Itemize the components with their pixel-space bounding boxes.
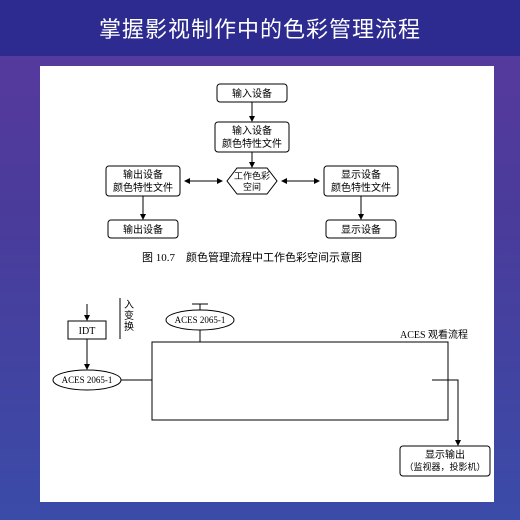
page-title: 掌握影视制作中的色彩管理流程: [0, 0, 520, 56]
svg-text:（监视器，投影机）: （监视器，投影机）: [404, 461, 485, 472]
svg-text:ACES 2065-1: ACES 2065-1: [62, 375, 113, 385]
label-input-device: 输入设备: [232, 87, 272, 100]
svg-text:入: 入: [124, 300, 134, 311]
svg-text:显示设备: 显示设备: [341, 168, 381, 181]
svg-text:输出设备: 输出设备: [123, 168, 163, 181]
svg-text:颜色特性文件: 颜色特性文件: [113, 181, 173, 194]
svg-text:IDT: IDT: [79, 326, 96, 337]
svg-text:输出设备: 输出设备: [123, 223, 163, 236]
svg-text:换: 换: [124, 320, 134, 333]
svg-text:空间: 空间: [243, 181, 261, 192]
svg-text:工作色彩: 工作色彩: [234, 170, 270, 181]
svg-text:变: 变: [124, 309, 134, 322]
svg-text:显示设备: 显示设备: [341, 223, 381, 236]
svg-text:颜色特性文件: 颜色特性文件: [222, 137, 282, 150]
svg-text:显示输出: 显示输出: [425, 448, 465, 461]
svg-text:颜色特性文件: 颜色特性文件: [331, 181, 391, 194]
svg-text:输入设备: 输入设备: [232, 124, 272, 137]
svg-text:ACES 观看流程: ACES 观看流程: [400, 328, 468, 341]
aces-view-pipeline: [152, 342, 448, 420]
caption-top: 图 10.7 颜色管理流程中工作色彩空间示意图: [142, 250, 362, 264]
flow-diagrams: 输入设备 输入设备 颜色特性文件 工作色彩 空间 输出设备 颜色特性文件 输出设…: [40, 66, 494, 502]
diagram-sheet: 输入设备 输入设备 颜色特性文件 工作色彩 空间 输出设备 颜色特性文件 输出设…: [40, 66, 494, 502]
svg-text:ACES 2065-1: ACES 2065-1: [175, 315, 226, 325]
